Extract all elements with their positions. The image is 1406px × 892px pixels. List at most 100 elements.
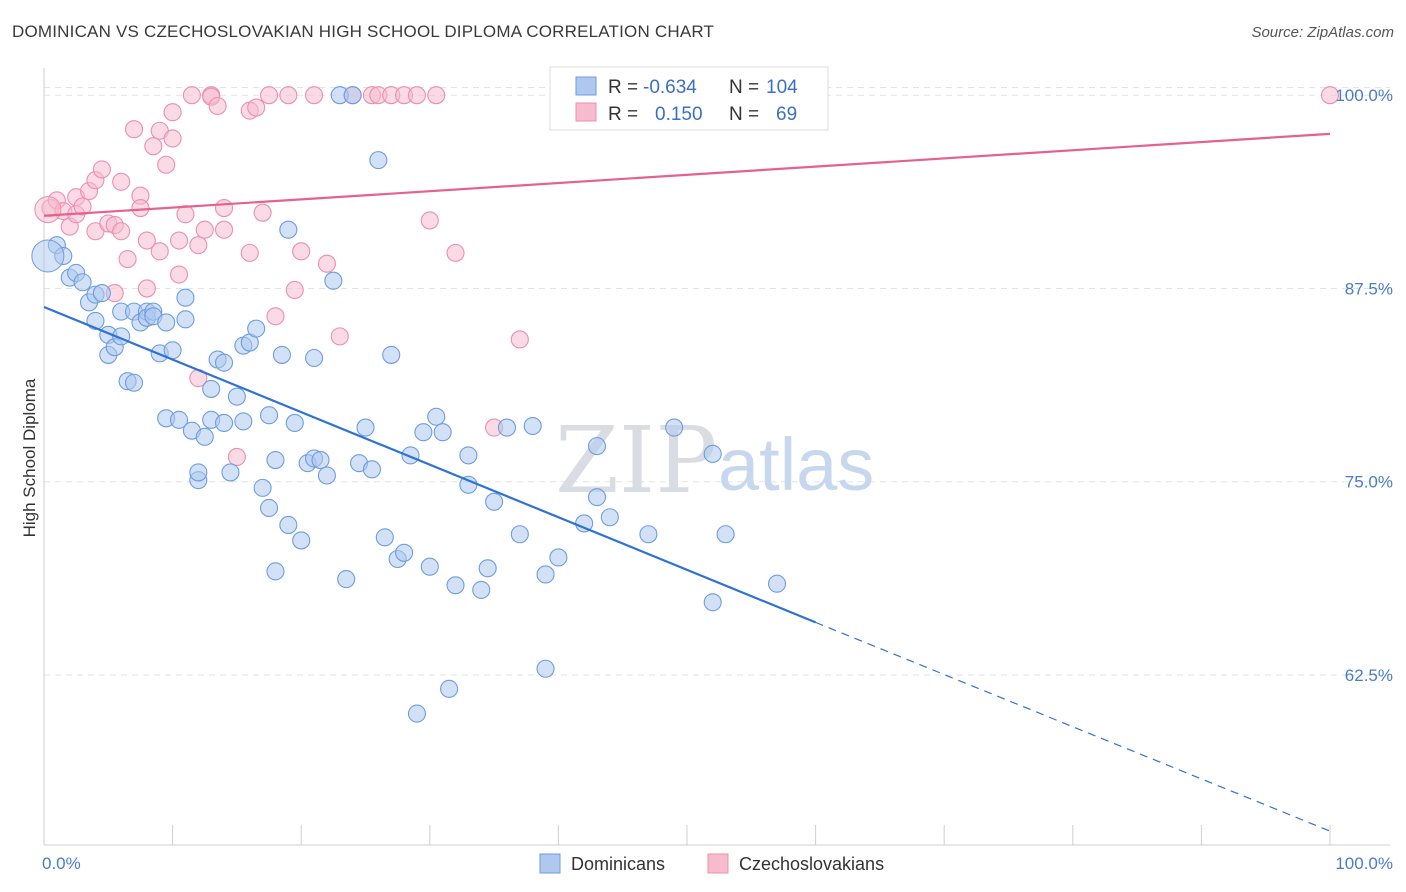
point-czechoslovakians — [118, 250, 137, 269]
legend-r-value-2: 0.150 — [655, 104, 703, 125]
point-dominicans — [536, 565, 555, 584]
point-czechoslovakians — [124, 120, 144, 139]
point-dominicans — [433, 423, 452, 442]
legend-r-label-1: R = — [608, 77, 638, 98]
point-dominicans — [305, 348, 324, 368]
point-dominicans — [279, 515, 298, 535]
watermark-zip: ZIP — [555, 407, 717, 514]
point-czechoslovakians — [227, 447, 246, 467]
point-dominicans — [420, 557, 439, 576]
trend-lines — [43, 132, 1331, 832]
point-czechoslovakians — [510, 330, 529, 349]
point-czechoslovakians — [131, 198, 150, 218]
legend-n-value-2: 69 — [776, 104, 797, 125]
y-axis-title: High School Diploma — [20, 378, 39, 537]
point-dominicans — [259, 498, 279, 518]
point-dominicans — [497, 418, 517, 437]
point-dominicans — [247, 319, 266, 338]
watermark-atlas: atlas — [718, 423, 874, 506]
point-dominicans — [703, 444, 722, 463]
trend-line-dominicans — [43, 305, 817, 624]
legend-swatch-czechoslovakians — [575, 102, 597, 122]
point-dominicans — [259, 406, 279, 425]
point-czechoslovakians — [208, 96, 227, 116]
point-dominicans — [510, 525, 529, 544]
point-dominicans — [189, 463, 208, 482]
watermark: ZIP atlas — [555, 407, 874, 514]
point-czechoslovakians — [305, 86, 324, 105]
bottom-legend-swatch-dominicans — [539, 853, 561, 874]
point-dominicans — [375, 528, 394, 547]
point-czechoslovakians — [169, 231, 189, 250]
point-czechoslovakians — [266, 307, 285, 326]
point-dominicans — [176, 310, 195, 329]
point-czechoslovakians — [214, 220, 234, 239]
point-dominicans — [382, 345, 401, 364]
point-czechoslovakians — [163, 103, 182, 122]
x-tick-label-max: 100.0% — [1335, 854, 1393, 873]
point-dominicans — [587, 488, 607, 507]
point-czechoslovakians — [112, 222, 131, 241]
point-czechoslovakians — [169, 265, 189, 284]
y-tick-labels: 62.5% 75.0% 87.5% 100.0% — [1335, 86, 1393, 685]
point-czechoslovakians — [292, 242, 311, 261]
point-czechoslovakians — [163, 129, 182, 148]
legend-n-label-1: N = — [729, 77, 759, 98]
point-czechoslovakians — [195, 220, 214, 239]
point-dominicans — [202, 379, 221, 398]
point-dominicans — [234, 412, 253, 431]
point-dominicans — [523, 416, 542, 436]
point-czechoslovakians — [34, 196, 62, 224]
point-czechoslovakians — [446, 243, 465, 262]
point-czechoslovakians — [182, 86, 201, 105]
point-dominicans — [369, 151, 388, 170]
point-dominicans — [362, 460, 381, 479]
point-czechoslovakians — [214, 198, 234, 218]
legend-r-label-2: R = — [608, 104, 638, 125]
point-dominicans — [395, 543, 414, 562]
point-dominicans — [407, 704, 426, 723]
point-czechoslovakians — [73, 197, 92, 216]
point-dominicans — [665, 418, 684, 437]
point-dominicans — [292, 531, 311, 550]
point-dominicans — [446, 576, 465, 595]
point-czechoslovakians — [330, 327, 349, 346]
bottom-legend-label-dominicans: Dominicans — [571, 854, 665, 874]
point-dominicans — [195, 427, 214, 446]
point-dominicans — [221, 463, 240, 482]
series-legend: Dominicans Czechoslovakians — [539, 853, 884, 874]
chart-title: DOMINICAN VS CZECHOSLOVAKIAN HIGH SCHOOL… — [12, 22, 715, 41]
point-dominicans — [587, 437, 607, 456]
point-dominicans — [317, 466, 336, 485]
x-tick-labels: 0.0% 100.0% — [42, 854, 1393, 873]
point-czechoslovakians — [137, 279, 156, 298]
point-dominicans — [31, 239, 65, 273]
point-dominicans — [767, 574, 787, 593]
point-dominicans — [600, 508, 619, 527]
point-dominicans — [266, 562, 285, 581]
point-czechoslovakians — [1320, 86, 1340, 105]
point-dominicans — [279, 220, 298, 239]
point-dominicans — [639, 525, 658, 544]
point-czechoslovakians — [176, 205, 195, 224]
legend-n-value-1: 104 — [766, 77, 798, 98]
point-czechoslovakians — [253, 203, 272, 222]
point-czechoslovakians — [420, 211, 439, 230]
point-dominicans — [440, 679, 459, 698]
point-czechoslovakians — [247, 98, 266, 117]
point-dominicans — [459, 446, 478, 465]
bottom-legend-swatch-czechoslovakians — [707, 853, 729, 874]
point-dominicans — [124, 373, 144, 392]
point-dominicans — [169, 410, 189, 429]
point-dominicans — [703, 593, 722, 612]
point-czechoslovakians — [259, 86, 279, 105]
point-czechoslovakians — [285, 280, 304, 300]
data-points — [31, 86, 1340, 723]
point-czechoslovakians — [407, 86, 426, 105]
point-dominicans — [157, 313, 176, 332]
x-tick-label-min: 0.0% — [42, 854, 81, 873]
point-czechoslovakians — [112, 172, 131, 191]
point-dominicans — [478, 559, 497, 578]
point-dominicans — [214, 413, 234, 432]
point-dominicans — [73, 273, 92, 292]
